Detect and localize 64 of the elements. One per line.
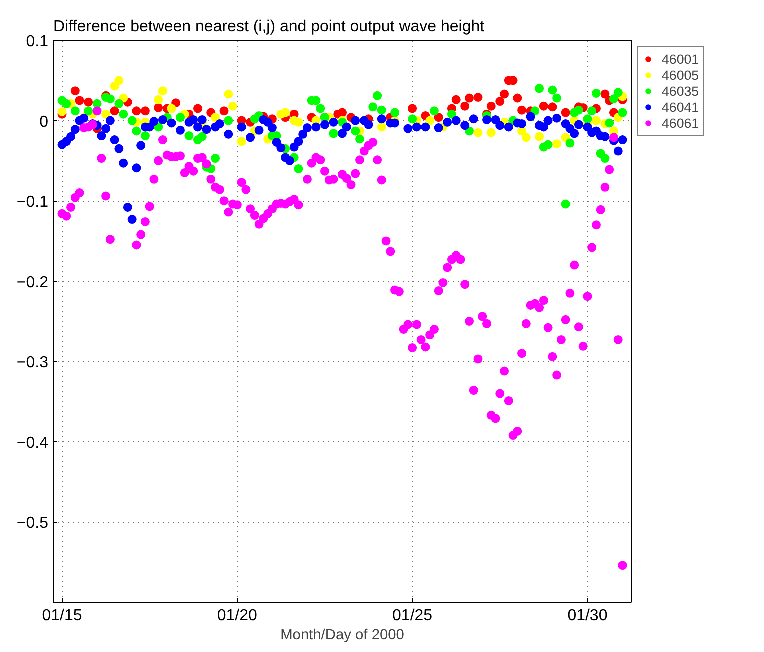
point: [211, 113, 220, 122]
y-tick-label: −0.3: [16, 354, 49, 372]
point: [408, 104, 418, 114]
legend-label: 46035: [662, 83, 700, 99]
point: [500, 90, 510, 99]
point: [84, 98, 94, 107]
point: [535, 132, 544, 142]
x-tick-label: 01/20: [217, 608, 258, 624]
point: [434, 113, 444, 122]
point: [452, 95, 461, 104]
point: [281, 108, 290, 118]
x-tick-label: 01/25: [392, 608, 433, 624]
x-axis-title: Month/Day of 2000: [280, 628, 404, 644]
point: [460, 102, 470, 111]
point: [561, 108, 570, 118]
y-tick-label: 0: [40, 114, 49, 131]
y-tick-label: −0.2: [16, 274, 49, 292]
point: [58, 107, 67, 116]
point: [220, 106, 229, 116]
point: [474, 128, 483, 138]
y-tick-label: 0.1: [26, 34, 49, 50]
point: [75, 96, 84, 106]
y-tick-label: −0.4: [16, 434, 49, 452]
point: [140, 106, 150, 116]
point: [158, 86, 168, 96]
point: [548, 102, 558, 112]
legend-label: 46061: [662, 115, 700, 131]
point: [486, 102, 496, 111]
point: [194, 104, 202, 114]
point: [552, 140, 562, 149]
y-tick-label: −0.1: [16, 194, 49, 212]
point: [496, 97, 505, 106]
point: [518, 106, 527, 115]
point: [110, 106, 120, 116]
point: [513, 94, 522, 103]
point: [464, 94, 474, 103]
point: [132, 106, 142, 116]
point: [154, 95, 164, 104]
point: [70, 86, 80, 96]
legend-label: 46005: [662, 67, 700, 83]
point: [486, 128, 496, 138]
point: [172, 98, 181, 108]
point: [539, 102, 548, 111]
chart-title: Difference between nearest (i,j) and point output wave height: [54, 18, 486, 36]
point: [237, 137, 246, 146]
point: [167, 104, 176, 114]
point: [592, 116, 601, 126]
legend-label: 46041: [662, 99, 700, 115]
legend-label: 46001: [662, 51, 700, 67]
point: [600, 90, 610, 99]
point: [224, 90, 234, 99]
point: [102, 110, 111, 119]
point: [426, 116, 435, 126]
point: [338, 108, 347, 118]
x-tick-label: 01/30: [568, 608, 608, 624]
point: [228, 102, 238, 111]
y-tick-label: −0.5: [16, 515, 49, 532]
point: [114, 76, 124, 86]
point: [154, 103, 164, 112]
point: [377, 122, 386, 132]
x-tick-label: 01/15: [42, 608, 82, 624]
point: [522, 133, 531, 142]
point: [294, 118, 304, 127]
point: [474, 93, 483, 102]
